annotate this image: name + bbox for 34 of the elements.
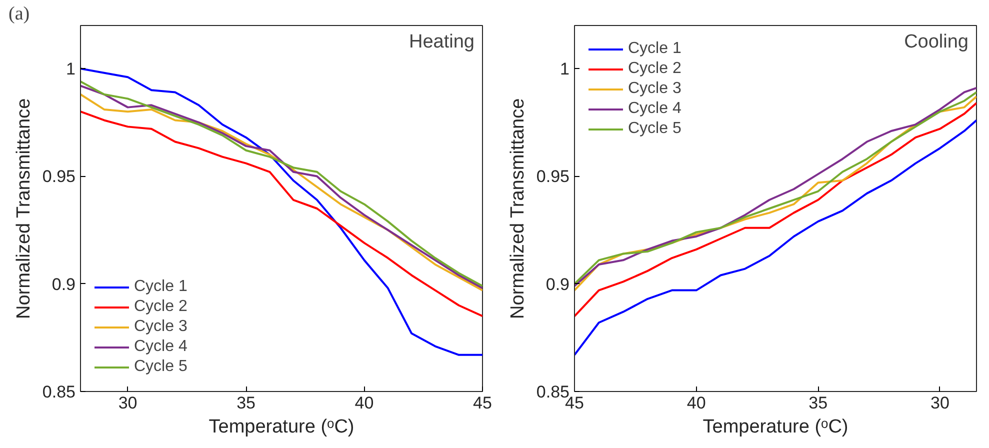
x-axis-title: Temperature (ᵒC) — [702, 416, 848, 438]
legend-label: Cycle 5 — [628, 120, 682, 138]
chart-title: Heating — [409, 32, 475, 52]
y-tick-label: 1 — [66, 60, 76, 79]
y-tick-label: 0.85 — [42, 382, 76, 402]
legend-label: Cycle 5 — [134, 358, 188, 376]
line-series — [80, 110, 482, 318]
y-tick-label: 0.9 — [546, 274, 570, 294]
y-axis-title: Normalized Transmittance — [507, 98, 528, 320]
legend-label: Cycle 4 — [628, 100, 682, 118]
y-tick-label: 0.95 — [536, 167, 570, 186]
y-tick-label: 1 — [560, 60, 570, 79]
x-tick-label: 45 — [473, 394, 492, 412]
legend-label: Cycle 1 — [134, 278, 188, 296]
legend-label: Cycle 3 — [134, 318, 188, 336]
y-tick-label: 0.95 — [42, 167, 76, 186]
legend-label: Cycle 3 — [628, 80, 682, 98]
x-tick-label: 40 — [686, 394, 706, 412]
x-tick-label: 30 — [930, 394, 950, 412]
x-axis-title: Temperature (ᵒC) — [208, 416, 354, 438]
legend-label: Cycle 1 — [628, 40, 682, 58]
line-series — [80, 68, 482, 356]
x-tick-label: 40 — [354, 394, 374, 412]
legend-label: Cycle 2 — [134, 298, 188, 316]
chart-title: Cooling — [904, 32, 969, 52]
x-tick-label: 35 — [808, 394, 828, 412]
x-tick-label: 30 — [118, 394, 138, 412]
legend-label: Cycle 4 — [134, 338, 188, 356]
text: (a) — [8, 4, 30, 24]
y-axis-title: Normalized Transmittance — [13, 98, 34, 320]
x-tick-label: 35 — [236, 394, 256, 412]
y-tick-label: 0.9 — [52, 274, 76, 294]
legend-label: Cycle 2 — [628, 60, 682, 78]
line-series — [574, 119, 976, 356]
